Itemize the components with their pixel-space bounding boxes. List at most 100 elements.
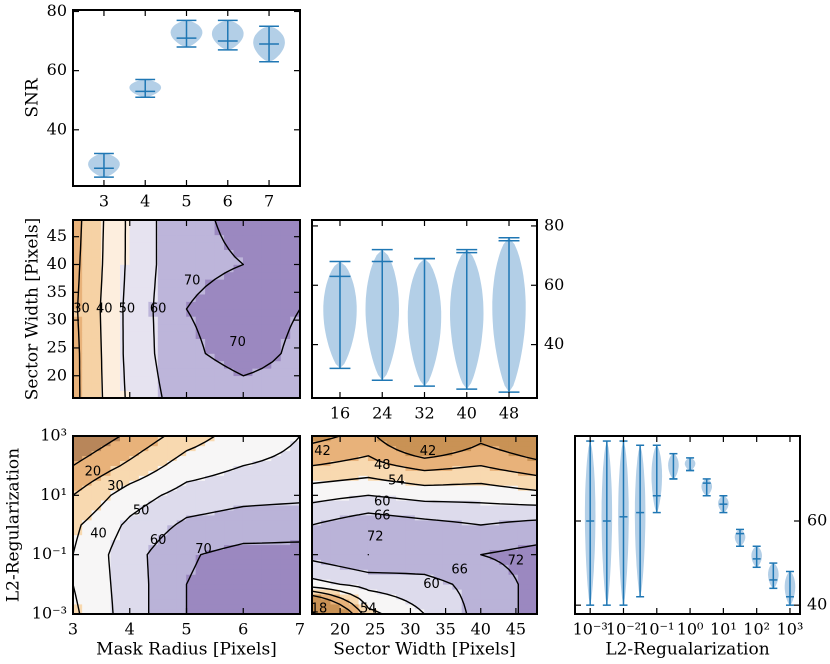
- contour-cell: [242, 286, 254, 295]
- contour-cell: [442, 440, 453, 447]
- contour-line: [73, 436, 121, 467]
- x-tick-label: 35: [435, 620, 455, 639]
- contour-cell: [527, 495, 537, 501]
- contour-cell: [414, 534, 425, 541]
- contour-cell: [461, 519, 472, 526]
- contour-cell: [499, 598, 510, 605]
- contour-cell: [138, 480, 149, 486]
- contour-cell: [321, 608, 332, 614]
- contour-cell: [91, 301, 102, 310]
- contour-cell: [386, 588, 397, 595]
- contour-cell: [205, 293, 216, 302]
- contour-cell: [214, 445, 225, 452]
- contour-cell: [386, 514, 397, 521]
- contour-cell: [261, 353, 272, 362]
- contour-cell: [405, 579, 416, 585]
- contour-cell: [489, 529, 500, 536]
- contour-cell: [330, 460, 341, 466]
- contour-cell: [489, 480, 500, 486]
- panel: [323, 237, 526, 393]
- contour-cell: [233, 559, 244, 565]
- contour-cell: [280, 338, 291, 347]
- contour-cell: [138, 440, 149, 447]
- contour-cell: [499, 480, 510, 486]
- contour-cell: [205, 234, 216, 243]
- contour-cell: [271, 534, 282, 541]
- contour-cell: [214, 574, 225, 580]
- contour-cell: [442, 524, 453, 531]
- contour-label: 70: [229, 335, 246, 350]
- contour-cell: [517, 509, 528, 516]
- contour-cell: [499, 465, 510, 471]
- x-tick-label: 32: [414, 404, 434, 423]
- contour-cell: [280, 220, 291, 228]
- contour-cell: [119, 360, 131, 369]
- contour-cell: [433, 504, 444, 511]
- contour-cell: [214, 534, 225, 541]
- contour-cell: [271, 316, 282, 325]
- contour-cell: [195, 554, 206, 560]
- contour-cell: [91, 286, 102, 295]
- contour-cell: [271, 490, 282, 496]
- contour-cell: [480, 495, 491, 501]
- contour-cell: [110, 368, 121, 377]
- contour-cell: [242, 539, 254, 546]
- contour-cell: [271, 279, 282, 288]
- contour-cell: [280, 554, 291, 560]
- contour-cell: [290, 308, 300, 317]
- contour-cell: [330, 455, 341, 462]
- contour-cell: [167, 227, 178, 236]
- contour-cell: [471, 440, 482, 447]
- contour-cell: [330, 509, 341, 516]
- contour-cell: [508, 584, 519, 590]
- contour-cell: [280, 480, 291, 486]
- axes-frame: [574, 435, 801, 615]
- contour-cell: [148, 249, 159, 258]
- contour-cell: [480, 574, 491, 580]
- contour-cell: [405, 544, 416, 551]
- contour-cell: [176, 579, 187, 585]
- contour-cell: [424, 485, 435, 491]
- y-tick-label: 40: [544, 334, 564, 353]
- contour-cell: [252, 360, 263, 369]
- contour-cell: [339, 436, 350, 442]
- contour-cell: [119, 485, 131, 491]
- contour-cell: [138, 514, 149, 521]
- contour-cell: [148, 445, 159, 452]
- contour-cell: [290, 564, 300, 570]
- contour-cell: [358, 519, 369, 526]
- contour-cell: [148, 579, 159, 585]
- contour-cell: [195, 504, 206, 511]
- contour-cell: [312, 450, 322, 457]
- contour-cell: [280, 390, 291, 398]
- contour-cell: [321, 436, 332, 442]
- contour-cell: [480, 440, 491, 447]
- contour-cell: [195, 301, 206, 310]
- contour-cell: [252, 390, 263, 398]
- contour-cell: [312, 579, 322, 585]
- x-axis-label: L2-Regualarization: [605, 640, 769, 660]
- contour-cell: [471, 460, 482, 466]
- contour-cell: [461, 559, 472, 565]
- contour-cell: [252, 460, 263, 466]
- contour-cell: [91, 227, 102, 236]
- contour-cell: [91, 234, 102, 243]
- contour-cell: [101, 514, 112, 521]
- contour-cell: [280, 608, 291, 614]
- contour-cell: [280, 499, 291, 506]
- contour-cell: [280, 308, 291, 317]
- contour-cell: [110, 579, 121, 585]
- contour-cell: [280, 249, 291, 258]
- contour-cell: [119, 579, 131, 585]
- contour-cell: [290, 375, 300, 384]
- contour-cell: [252, 608, 263, 614]
- contour-cell: [414, 549, 425, 555]
- contour-cell: [321, 475, 332, 481]
- contour-cell: [110, 499, 121, 506]
- contour-cell: [129, 524, 140, 531]
- contour-cell: [290, 588, 300, 595]
- contour-cell: [358, 455, 369, 462]
- contour-cell: [186, 579, 197, 585]
- contour-cell: [167, 360, 178, 369]
